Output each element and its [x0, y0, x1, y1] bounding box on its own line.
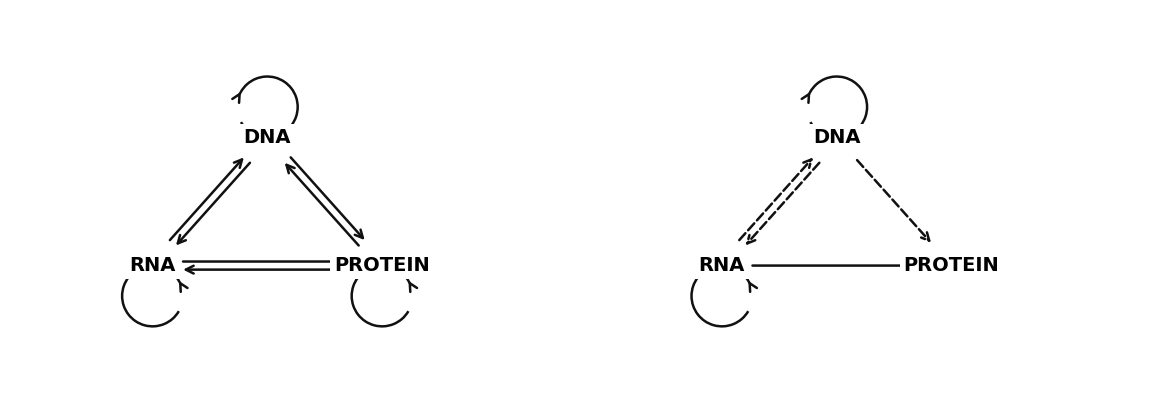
Text: PROTEIN: PROTEIN: [335, 256, 430, 275]
FancyArrowPatch shape: [186, 266, 352, 273]
FancyArrowPatch shape: [747, 163, 820, 243]
FancyArrowPatch shape: [739, 159, 812, 240]
FancyArrowPatch shape: [286, 165, 359, 245]
Text: PROTEIN: PROTEIN: [903, 256, 999, 275]
FancyArrowPatch shape: [178, 163, 250, 243]
FancyArrowPatch shape: [753, 262, 918, 269]
FancyArrowPatch shape: [291, 157, 362, 238]
Text: RNA: RNA: [130, 256, 176, 275]
Text: DNA: DNA: [243, 128, 291, 147]
Text: DNA: DNA: [813, 128, 860, 147]
Text: RNA: RNA: [698, 256, 745, 275]
FancyArrowPatch shape: [170, 159, 242, 240]
FancyArrowPatch shape: [183, 258, 349, 266]
FancyArrowPatch shape: [857, 160, 929, 241]
